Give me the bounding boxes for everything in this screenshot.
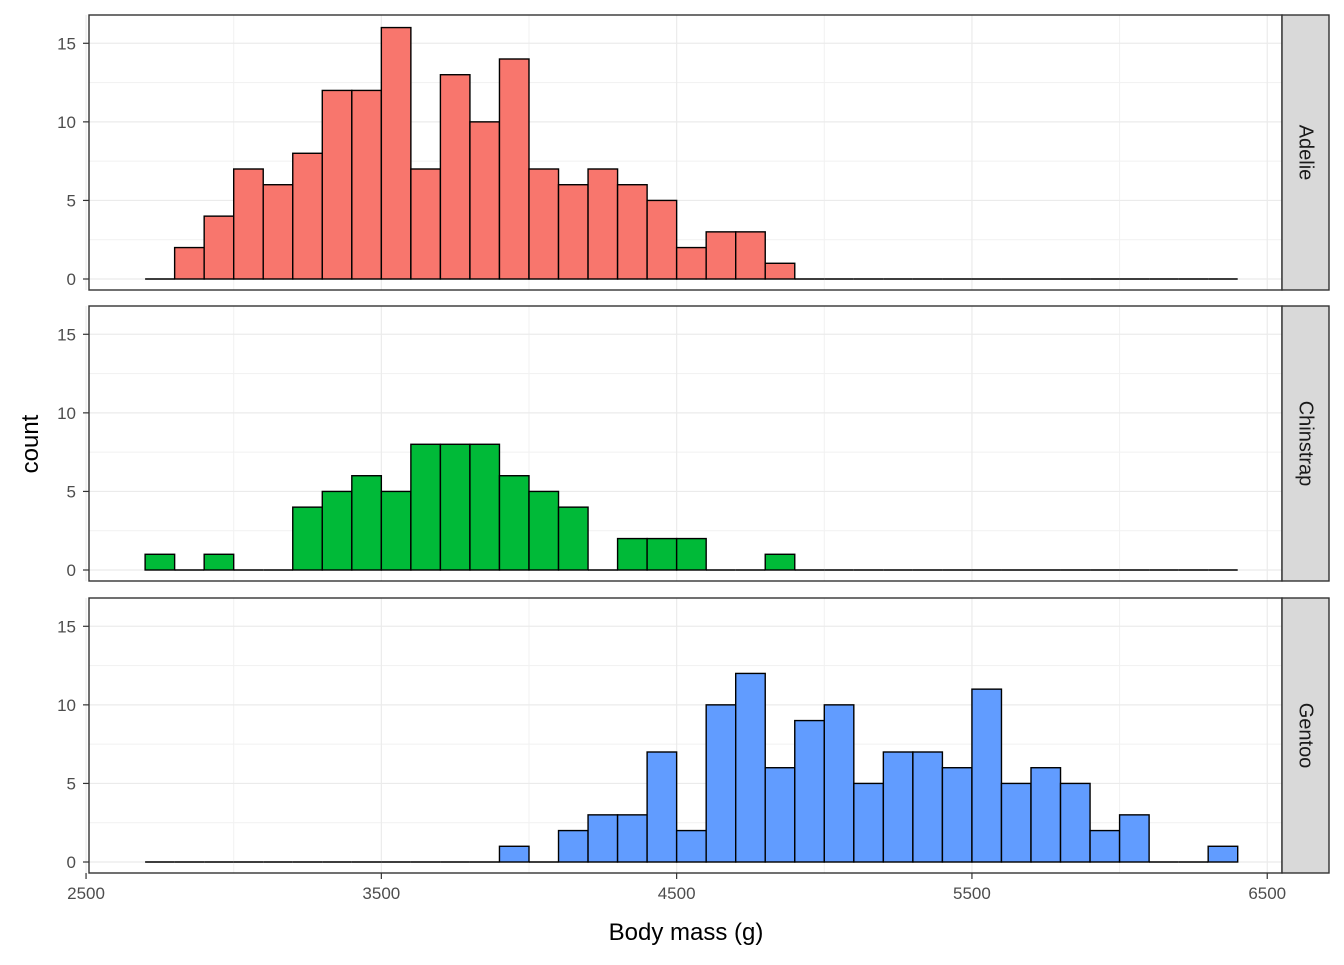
histogram-bar [675, 246, 707, 280]
histogram-bars [145, 26, 1238, 280]
histogram-bar [232, 168, 264, 280]
histogram-bar [882, 751, 914, 863]
histogram-bar [941, 767, 973, 863]
x-tick-label: 3500 [362, 884, 400, 903]
histogram-bar [764, 553, 796, 571]
histogram-bar [764, 767, 796, 863]
histogram-bar [410, 168, 442, 280]
histogram-bar [1000, 782, 1032, 863]
facet-panel-chinstrap: 0 5 10 15 Chinstrap [57, 305, 1330, 582]
histogram-bar [764, 262, 796, 280]
histogram-bar [587, 168, 619, 280]
x-axis: 2500 3500 4500 5500 6500 [67, 873, 1286, 903]
facet-strip-label: Gentoo [1295, 703, 1317, 769]
histogram-bar [262, 184, 294, 280]
histogram-bar [1030, 767, 1062, 863]
histogram-bar [1207, 845, 1239, 863]
histogram-bar [144, 553, 176, 571]
histogram-bar [646, 199, 678, 280]
facet-strip-label: Chinstrap [1295, 401, 1317, 487]
histogram-bar [469, 121, 501, 280]
histogram-bar [498, 58, 530, 280]
histogram-bar [735, 231, 766, 280]
histogram-bar [735, 672, 766, 863]
histogram-bar [646, 751, 678, 863]
histogram-bar [557, 829, 589, 863]
y-tick-label: 10 [57, 113, 76, 132]
y-tick-label: 0 [67, 561, 76, 580]
histogram-bar [321, 89, 353, 280]
histogram-bar [351, 475, 383, 571]
y-tick-label: 10 [57, 404, 76, 423]
histogram-bars [144, 443, 1238, 571]
histogram-bar [1118, 814, 1150, 863]
histogram-bar [380, 26, 412, 280]
facet-strip [1281, 14, 1330, 291]
histogram-bar [528, 168, 560, 280]
histogram-bars [145, 672, 1239, 863]
x-tick-label: 6500 [1248, 884, 1286, 903]
histogram-bar [498, 475, 530, 571]
histogram-bar [853, 782, 885, 863]
histogram-bar [971, 688, 1003, 863]
histogram-bar [912, 751, 944, 863]
histogram-bar [675, 829, 707, 863]
histogram-bar [410, 443, 442, 571]
histogram-bar [557, 506, 589, 571]
histogram-bar [587, 814, 619, 863]
facet-strip [1281, 305, 1330, 582]
y-axis-title: count [17, 414, 44, 473]
histogram-bar [646, 537, 678, 571]
y-tick-label: 5 [67, 191, 76, 210]
y-tick-label: 15 [57, 34, 76, 53]
x-axis-title: Body mass (g) [609, 919, 764, 946]
histogram-bar [1089, 829, 1121, 863]
y-tick-label: 0 [67, 270, 76, 289]
histogram-bar [498, 845, 530, 863]
y-tick-label: 0 [67, 853, 76, 872]
y-tick-label: 15 [57, 617, 76, 636]
y-tick-label: 15 [57, 325, 76, 344]
histogram-bar [823, 704, 855, 863]
x-tick-label: 2500 [67, 884, 105, 903]
histogram-bar [557, 184, 589, 280]
facet-panel-adelie: 0 5 10 15 Adelie [57, 14, 1330, 291]
histogram-bar [616, 184, 648, 280]
histogram-bar [528, 490, 560, 571]
histogram-bar [705, 704, 737, 863]
histogram-bar [380, 490, 412, 571]
histogram-bar [439, 74, 471, 280]
facet-panel-gentoo: 0 5 10 15 Gentoo [57, 597, 1330, 874]
y-tick-label: 5 [67, 482, 76, 501]
histogram-bar [203, 215, 235, 280]
histogram-bar [439, 443, 471, 571]
histogram-bar [616, 537, 648, 571]
histogram-bar [321, 490, 353, 571]
histogram-bar [292, 506, 323, 571]
histogram-bar [203, 553, 235, 571]
histogram-bar [616, 814, 648, 863]
y-tick-label: 5 [67, 774, 76, 793]
histogram-bar [292, 152, 323, 280]
histogram-bar [1059, 782, 1091, 863]
histogram-bar [469, 443, 501, 571]
x-tick-label: 5500 [953, 884, 991, 903]
facet-strip-label: Adelie [1295, 125, 1317, 181]
histogram-bar [173, 246, 205, 280]
histogram-bar [351, 89, 383, 280]
y-tick-label: 10 [57, 696, 76, 715]
x-tick-label: 4500 [658, 884, 696, 903]
histogram-bar [705, 231, 737, 280]
histogram-bar [675, 537, 707, 571]
facet-strip [1281, 597, 1330, 874]
panel-background [89, 306, 1282, 581]
histogram-bar [794, 719, 825, 863]
